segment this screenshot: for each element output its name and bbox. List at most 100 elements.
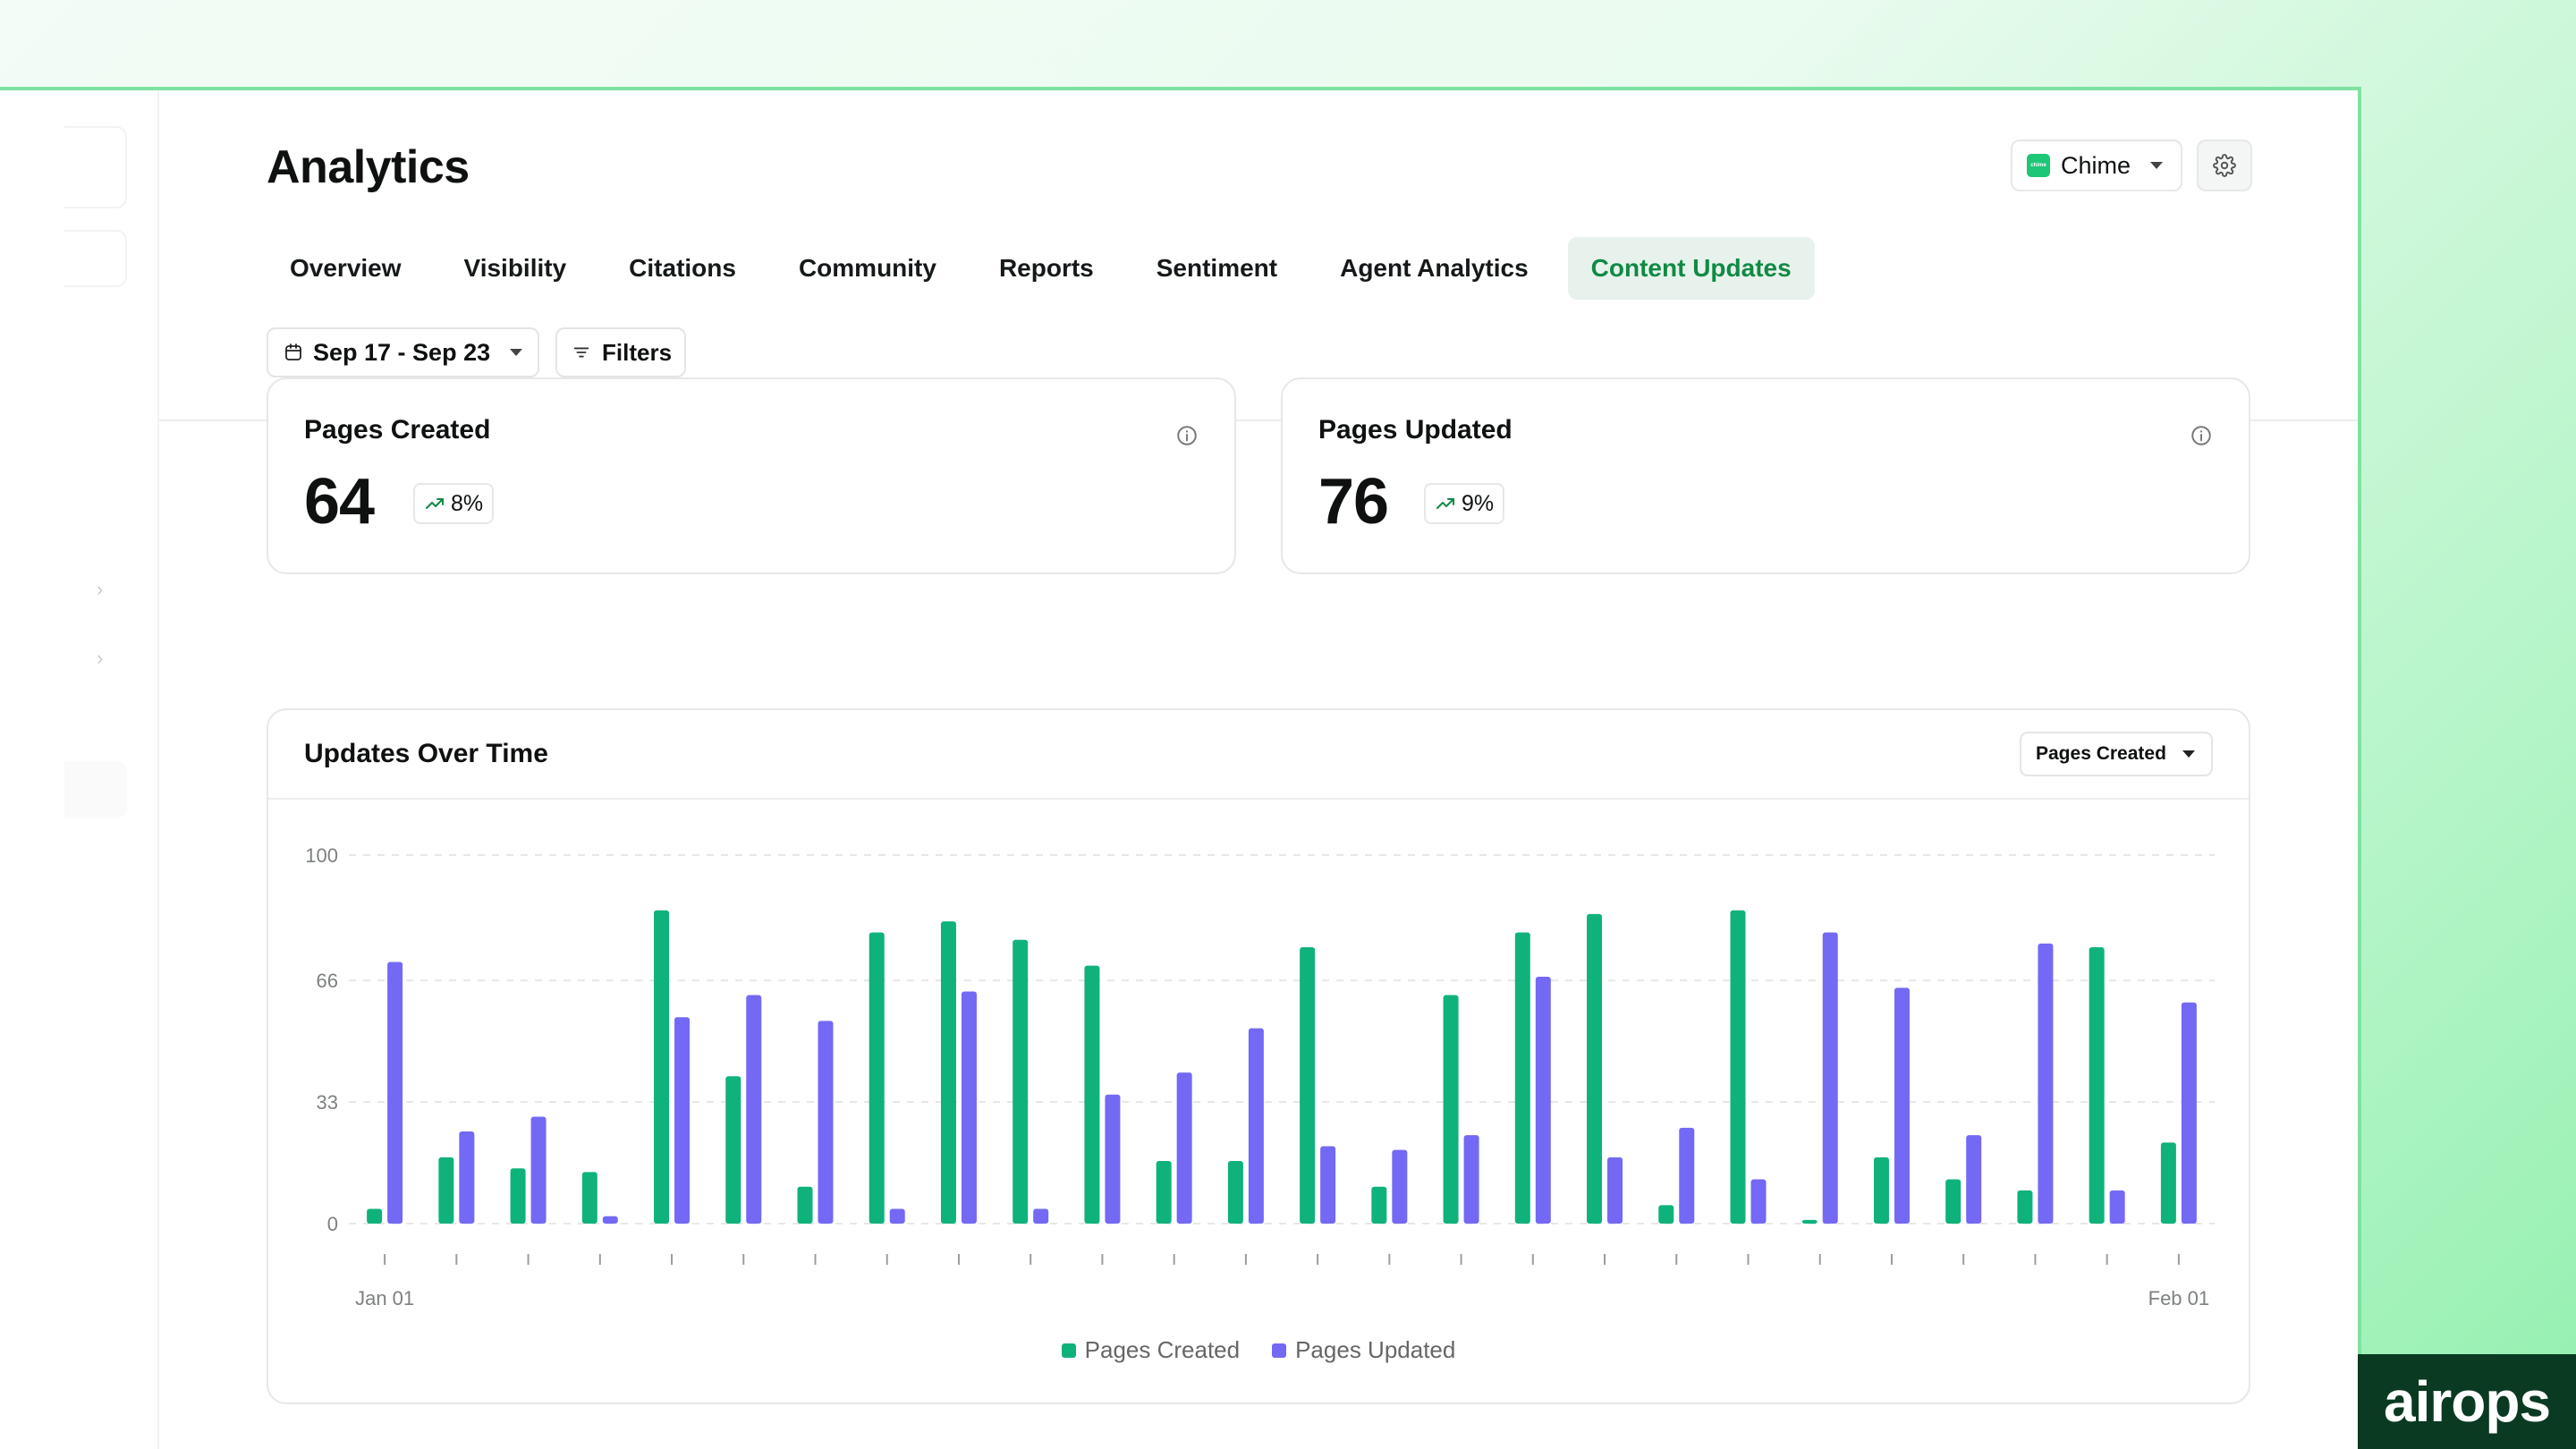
bar-pages-created (869, 932, 885, 1224)
bar-pages-created (2160, 1142, 2176, 1224)
bar-pages-updated (1822, 932, 1838, 1224)
y-tick-label: 0 (327, 1213, 338, 1235)
tab-visibility[interactable]: Visibility (463, 254, 567, 282)
bar-pages-updated (1105, 1094, 1121, 1224)
legend-item[interactable]: Pages Created (1061, 1336, 1241, 1364)
trend-up-icon (426, 498, 444, 509)
bar-pages-created (510, 1168, 526, 1224)
bar-pages-updated (1894, 987, 1910, 1224)
bar-pages-updated (1966, 1135, 1982, 1224)
metric-select-label: Pages Created (2036, 743, 2166, 764)
kpi-delta-badge: 9% (1424, 483, 1505, 524)
sidebar-item[interactable] (64, 126, 127, 208)
tab-content-updates[interactable]: Content Updates (1567, 237, 1815, 300)
bar-pages-updated (889, 1208, 905, 1224)
legend-swatch (1272, 1343, 1287, 1358)
legend-label: Pages Created (1084, 1336, 1241, 1363)
x-tick-label: Jan 01 (355, 1287, 414, 1309)
settings-button[interactable] (2197, 140, 2252, 191)
bar-pages-updated (961, 991, 977, 1224)
analytics-tabs: Overview Visibility Citations Community Repo… (267, 237, 1831, 300)
bar-pages-updated (1679, 1127, 1695, 1224)
caret-down-icon (2182, 750, 2195, 758)
sidebar-item[interactable] (64, 230, 127, 287)
brand-select[interactable]: chime Chime (2011, 140, 2182, 191)
bar-pages-created (367, 1208, 383, 1224)
tab-community[interactable]: Community (798, 254, 936, 282)
bar-pages-updated (2181, 1002, 2197, 1224)
kpi-label: Pages Created (304, 415, 491, 445)
bar-pages-updated (1248, 1028, 1264, 1224)
caret-down-icon (510, 349, 523, 356)
bar-pages-updated (387, 962, 403, 1224)
bar-pages-created (581, 1172, 597, 1224)
trend-up-icon (1436, 498, 1454, 509)
bar-pages-created (438, 1157, 454, 1224)
chart-title: Updates Over Time (304, 739, 548, 768)
bar-pages-created (654, 910, 670, 1224)
bar-pages-updated (1535, 976, 1551, 1224)
legend-item[interactable]: Pages Updated (1272, 1336, 1455, 1364)
kpi-value: 76 (1318, 466, 1389, 538)
tab-sentiment[interactable]: Sentiment (1156, 254, 1278, 282)
bar-pages-updated (1033, 1208, 1049, 1224)
tab-overview[interactable]: Overview (290, 254, 402, 282)
chart-divider (268, 798, 2249, 800)
filter-icon (573, 347, 589, 358)
y-tick-label: 33 (317, 1091, 338, 1114)
bar-pages-created (1300, 947, 1316, 1224)
bar-pages-updated (818, 1021, 834, 1224)
bar-pages-created (725, 1076, 741, 1224)
bar-pages-created (1873, 1157, 1889, 1224)
tab-reports[interactable]: Reports (998, 254, 1094, 282)
bar-pages-updated (1463, 1135, 1479, 1224)
bar-pages-updated (459, 1131, 475, 1224)
bar-pages-updated (2038, 943, 2054, 1224)
bar-pages-updated (1176, 1072, 1192, 1224)
bar-pages-updated (674, 1017, 691, 1224)
bar-pages-created (1587, 913, 1603, 1224)
bar-chart: 0 33 66 100 Jan 01 Feb 01 (305, 844, 2215, 1309)
info-icon[interactable] (2190, 424, 2213, 447)
bar-pages-created (1156, 1160, 1172, 1224)
brand-logo-icon: chime (2027, 154, 2050, 177)
sidebar-item[interactable] (64, 761, 127, 818)
kpi-delta-value: 8% (451, 490, 484, 516)
sidebar-rail: › › (0, 90, 159, 1449)
bar-pages-updated (1607, 1157, 1623, 1224)
metric-select[interactable]: Pages Created (2020, 732, 2213, 776)
updates-over-time-card: Updates Over Time Pages Created 0 33 66 100… (267, 708, 2250, 1404)
x-tick-label: Feb 01 (2148, 1287, 2210, 1309)
date-range-button[interactable]: Sep 17 - Sep 23 (267, 327, 539, 377)
bar-pages-created (1227, 1160, 1243, 1224)
chevron-right-icon[interactable]: › (97, 647, 104, 669)
brand-select-label: Chime (2061, 151, 2131, 179)
chevron-right-icon[interactable]: › (97, 578, 104, 600)
page-title: Analytics (267, 141, 470, 193)
bar-pages-updated (1750, 1179, 1767, 1224)
bar-pages-created (1801, 1219, 1818, 1224)
bar-pages-created (1730, 910, 1746, 1224)
bar-pages-updated (602, 1216, 618, 1224)
kpi-card-pages-updated: Pages Updated 76 9% (1281, 377, 2250, 574)
bar-pages-created (797, 1186, 813, 1224)
bar-pages-created (1084, 965, 1100, 1224)
bar-pages-created (2017, 1190, 2033, 1224)
bar-pages-created (940, 921, 956, 1224)
filters-button[interactable]: Filters (555, 327, 686, 377)
kpi-value: 64 (304, 466, 375, 538)
kpi-delta-value: 9% (1462, 490, 1495, 516)
calendar-icon (285, 343, 301, 360)
y-tick-label: 66 (317, 970, 338, 992)
caret-down-icon (2150, 162, 2163, 169)
tab-agent-analytics[interactable]: Agent Analytics (1340, 254, 1529, 282)
y-tick-label: 100 (305, 844, 338, 867)
bar-pages-created (1371, 1186, 1387, 1224)
legend-swatch (1061, 1343, 1076, 1358)
bar-pages-updated (1320, 1146, 1336, 1224)
gear-icon (2213, 154, 2236, 177)
kpi-card-pages-created: Pages Created 64 8% (267, 377, 1236, 574)
bar-pages-updated (530, 1116, 547, 1224)
tab-citations[interactable]: Citations (629, 254, 736, 282)
info-icon[interactable] (1175, 424, 1199, 447)
